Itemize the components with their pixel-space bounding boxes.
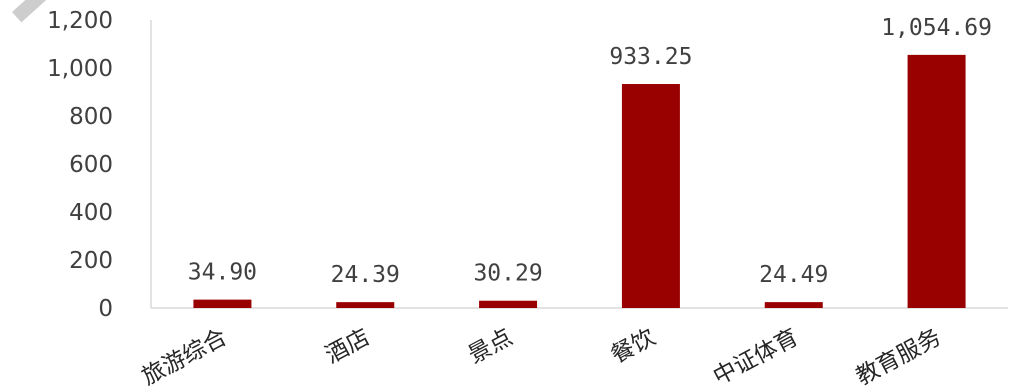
bar: [193, 299, 252, 308]
category-label: 餐饮: [607, 324, 660, 369]
category-label: 旅游综合: [138, 324, 231, 389]
y-axis: 0 200 400 600 800 1,000 1,200: [47, 8, 152, 322]
y-tick-label: 1,200: [47, 8, 113, 34]
category-label: 教育服务: [852, 324, 945, 389]
category-label: 中证体育: [709, 324, 802, 389]
bar: [907, 54, 966, 308]
bar: [621, 84, 680, 309]
y-tick-label: 600: [69, 152, 113, 178]
data-label: 30.29: [473, 261, 542, 287]
y-tick-label: 0: [98, 296, 113, 322]
data-label: 34.90: [188, 260, 257, 286]
data-label: 24.39: [331, 262, 400, 288]
bar: [764, 302, 823, 308]
data-label: 933.25: [609, 44, 692, 70]
data-labels: 34.90 24.39 30.29 933.25 24.49 1,054.69: [188, 15, 992, 288]
y-tick-label: 200: [69, 248, 113, 274]
category-label: 酒店: [321, 324, 374, 369]
category-label: 景点: [464, 324, 517, 369]
y-tick-label: 800: [69, 104, 113, 130]
y-tick-label: 400: [69, 200, 113, 226]
data-label: 1,054.69: [881, 15, 992, 41]
y-tick-label: 1,000: [47, 56, 113, 82]
bars: [193, 54, 966, 309]
data-label: 24.49: [759, 262, 828, 288]
bar: [479, 300, 538, 308]
category-labels: 旅游综合 酒店 景点 餐饮 中证体育 教育服务: [138, 324, 946, 389]
bar: [336, 302, 395, 308]
